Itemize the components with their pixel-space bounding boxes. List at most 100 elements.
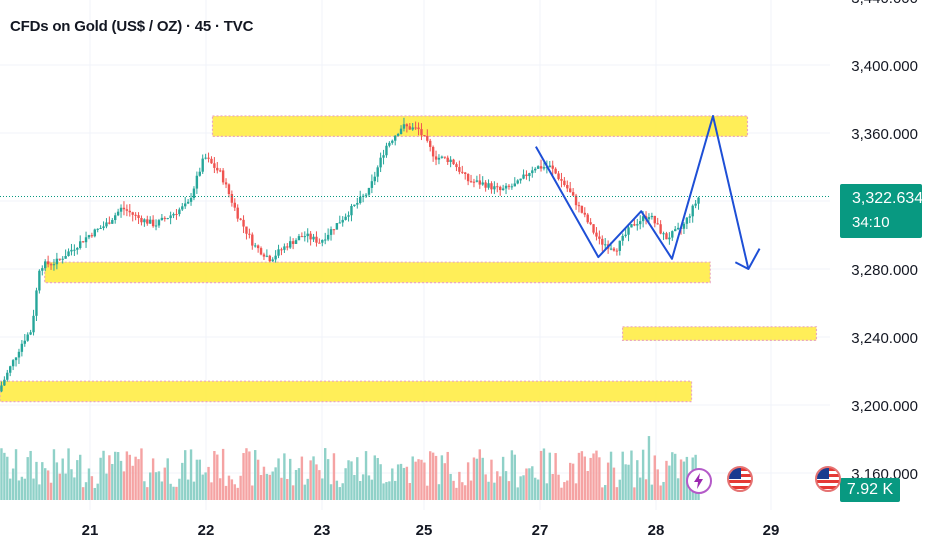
candlestick-series[interactable] (0, 117, 830, 393)
candle-body (6, 372, 9, 380)
price-axis[interactable]: 3,440.000 3,400.000 3,360.000 3,280.000 3,24… (851, 0, 918, 483)
candle-body (630, 224, 633, 228)
volume-bar (469, 480, 473, 500)
volume-bar (481, 457, 484, 500)
volume-bar (303, 484, 306, 500)
volume-bar (335, 480, 339, 500)
candle-body (291, 241, 295, 244)
volume-bar (347, 460, 350, 500)
candle-body (294, 240, 298, 244)
candle-body (551, 165, 554, 169)
candle-body (356, 202, 359, 205)
volume-bar (143, 481, 146, 500)
projection-drawing[interactable] (535, 115, 761, 270)
volume-bar (423, 462, 426, 500)
candle-body (440, 156, 444, 158)
volume-bar (388, 481, 391, 500)
volume-bar (9, 478, 12, 500)
candle-body (64, 255, 67, 259)
volume-bar (259, 474, 263, 500)
current-price-label: 3,322.634 (852, 190, 924, 207)
candle-body (93, 229, 96, 237)
candle-body (315, 236, 318, 243)
volume-bar (192, 481, 196, 500)
candle-body (443, 156, 446, 158)
volume-bar (184, 450, 187, 500)
candle-body (493, 186, 496, 190)
candle-body (84, 237, 88, 243)
volume-bar (507, 481, 511, 500)
volume-bar (102, 450, 105, 500)
volume-bar (125, 451, 129, 500)
volume-bar (472, 457, 476, 500)
volume-bar (160, 481, 164, 500)
price-tick-label: 3,200.000 (851, 398, 918, 415)
candle-body (181, 206, 184, 210)
candle-body (472, 181, 476, 183)
candle-body (96, 228, 99, 230)
volume-bar (114, 451, 117, 500)
volume-bar (446, 451, 449, 500)
candle-body (61, 258, 64, 260)
volume-bar (621, 451, 624, 500)
volume-bar (630, 450, 633, 500)
candle-body (105, 222, 108, 227)
candle-body (364, 194, 368, 196)
zone-rect (621, 326, 818, 341)
time-axis[interactable]: 21 22 23 25 27 28 29 (82, 522, 780, 539)
projection-arrowhead (734, 248, 761, 270)
volume-bar (391, 468, 394, 500)
volume-bar (81, 487, 85, 500)
volume-bar (61, 458, 64, 500)
volume-bar (111, 463, 114, 500)
price-tick-label: 3,360.000 (851, 126, 918, 143)
candle-body (189, 197, 193, 202)
volume-bar (671, 452, 674, 500)
volume-bar (90, 476, 94, 500)
candle-body (455, 164, 458, 168)
volume-bar (137, 459, 140, 500)
volume-bar (464, 485, 467, 500)
volume-bar (627, 464, 630, 500)
candle-body (423, 135, 426, 137)
candle-body (262, 254, 266, 257)
time-tick-label: 29 (763, 522, 780, 539)
volume-bar (490, 459, 493, 500)
volume-bar (609, 451, 613, 500)
volume-bar (119, 460, 123, 500)
volume-bar (367, 475, 371, 500)
volume-bar (662, 481, 665, 500)
volume-bar (64, 473, 67, 500)
candle-body (391, 140, 394, 143)
support-resistance-zones[interactable] (0, 115, 818, 403)
candle-body (318, 242, 321, 244)
volume-bar (67, 448, 70, 500)
candle-body (411, 127, 414, 130)
candle-body (0, 385, 3, 392)
us-flag-icon[interactable] (727, 466, 753, 492)
lightning-event-icon[interactable] (686, 468, 712, 494)
candle-body (414, 127, 417, 129)
volume-bar (321, 478, 324, 500)
volume-bar (496, 471, 499, 500)
candle-body (548, 165, 551, 168)
candle-body (29, 332, 32, 335)
candle-body (87, 235, 91, 238)
volume-bar (146, 487, 149, 500)
volume-bar (656, 469, 659, 500)
candle-body (499, 186, 502, 191)
us-flag-icon[interactable] (815, 466, 841, 492)
volume-bar (32, 478, 35, 500)
candle-body (688, 216, 691, 218)
candle-body (172, 213, 175, 216)
candle-body (321, 239, 324, 243)
candle-body (379, 157, 382, 168)
candle-body (676, 227, 680, 230)
candle-body (519, 178, 522, 181)
volume-bar (93, 487, 96, 500)
volume-bar (580, 451, 584, 500)
volume-bar (221, 448, 225, 500)
volume-bar (297, 468, 301, 500)
candle-body (256, 245, 260, 249)
